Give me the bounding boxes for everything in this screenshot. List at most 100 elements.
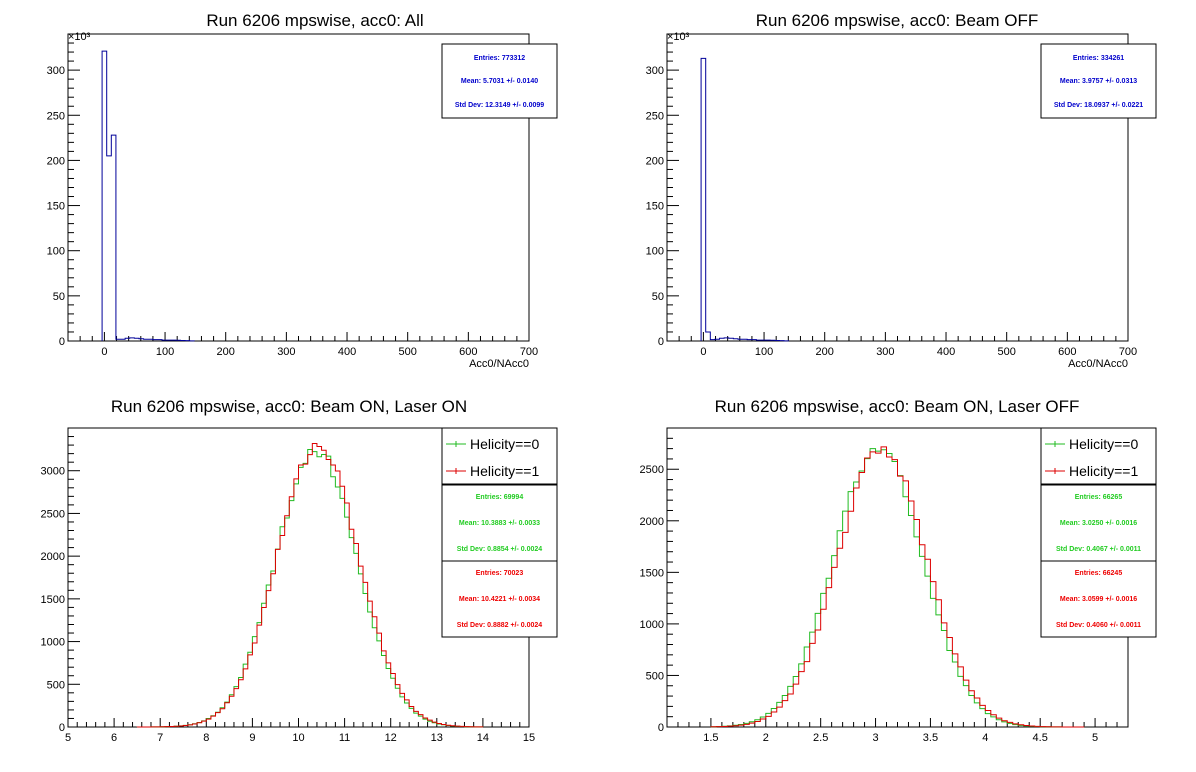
- y-tick-label: 150: [47, 201, 65, 213]
- x-axis-label: Acc0/NAcc0: [469, 358, 529, 370]
- y-tick-label: 300: [47, 65, 65, 77]
- chart-title: Run 6206 mpswise, acc0: Beam ON, Laser O…: [715, 397, 1080, 416]
- y-tick-label: 100: [47, 246, 65, 258]
- x-tick-label: 4.5: [1033, 732, 1048, 744]
- x-tick-label: 5: [65, 732, 71, 744]
- x-tick-label: 3: [872, 732, 878, 744]
- x-tick-label: 100: [755, 346, 773, 358]
- chart-title: Run 6206 mpswise, acc0: Beam OFF: [756, 11, 1039, 30]
- legend-box: [441, 427, 558, 485]
- y-tick-label: 1000: [41, 637, 65, 649]
- histogram-series-0: [101, 50, 195, 342]
- y-tick-label: 250: [47, 110, 65, 122]
- stats-mean: Mean: 10.3883 +/- 0.0033: [459, 520, 540, 527]
- x-tick-label: 6: [111, 732, 117, 744]
- x-tick-label: 12: [385, 732, 397, 744]
- histogram-series-0: [710, 448, 1085, 728]
- y-tick-label: 200: [646, 155, 664, 167]
- stats-box: [1040, 43, 1157, 119]
- chart-panel-1: Run 6206 mpswise, acc0: Beam OFF 0 100 200 3…: [646, 11, 1157, 370]
- stats-box: [1040, 560, 1157, 638]
- x-tick-label: 600: [1058, 346, 1076, 358]
- stats-std-dev: Std Dev: 0.4067 +/- 0.0011: [1056, 546, 1141, 553]
- x-tick-label: 11: [339, 732, 350, 744]
- stats-box: [1040, 484, 1157, 562]
- x-tick-label: 2: [763, 732, 769, 744]
- stats-std-dev: Std Dev: 0.4060 +/- 0.0011: [1056, 622, 1141, 629]
- stats-box: [441, 560, 558, 638]
- y-scale-label: ×10³: [68, 31, 91, 43]
- stats-entries: Entries: 66245: [1075, 570, 1123, 577]
- y-tick-label: 0: [59, 336, 65, 348]
- y-tick-label: 0: [658, 722, 664, 734]
- stats-entries: Entries: 70023: [476, 570, 524, 577]
- histogram-series-1: [136, 442, 484, 728]
- x-tick-label: 200: [816, 346, 834, 358]
- x-tick-label: 0: [101, 346, 107, 358]
- x-tick-label: 200: [217, 346, 235, 358]
- y-scale-label: ×10³: [667, 31, 690, 43]
- y-tick-label: 500: [646, 670, 664, 682]
- x-tick-label: 1.5: [703, 732, 718, 744]
- y-tick-label: 0: [658, 336, 664, 348]
- chart-title: Run 6206 mpswise, acc0: Beam ON, Laser O…: [111, 397, 467, 416]
- x-tick-label: 3.5: [923, 732, 938, 744]
- y-tick-label: 250: [646, 110, 664, 122]
- legend-box: [1040, 427, 1157, 485]
- legend-label: Helicity==0: [1069, 436, 1138, 452]
- x-tick-label: 400: [338, 346, 356, 358]
- y-tick-label: 1500: [640, 567, 664, 579]
- stats-entries: Entries: 69994: [476, 494, 524, 501]
- stats-std-dev: Std Dev: 18.0937 +/- 0.0221: [1054, 102, 1143, 109]
- histogram-series-0: [136, 448, 484, 728]
- x-tick-label: 0: [700, 346, 706, 358]
- chart-panel-0: Run 6206 mpswise, acc0: All 0 100 200 300 400…: [47, 11, 558, 370]
- legend-label: Helicity==1: [470, 463, 539, 479]
- stats-entries: Entries: 334261: [1073, 55, 1124, 62]
- x-tick-label: 500: [399, 346, 417, 358]
- legend-label: Helicity==0: [470, 436, 539, 452]
- y-tick-label: 50: [53, 291, 65, 303]
- y-tick-label: 50: [652, 291, 664, 303]
- y-tick-label: 2000: [640, 516, 664, 528]
- stats-entries: Entries: 773312: [474, 55, 525, 62]
- stats-std-dev: Std Dev: 0.8854 +/- 0.0024: [457, 546, 543, 553]
- x-axis-label: Acc0/NAcc0: [1068, 358, 1128, 370]
- stats-entries: Entries: 66265: [1075, 494, 1123, 501]
- x-tick-label: 8: [203, 732, 209, 744]
- y-tick-label: 2500: [41, 508, 65, 520]
- stats-mean: Mean: 3.9757 +/- 0.0313: [1060, 78, 1137, 85]
- x-tick-label: 5: [1092, 732, 1098, 744]
- x-tick-label: 7: [157, 732, 163, 744]
- x-tick-label: 700: [520, 346, 538, 358]
- x-tick-label: 13: [431, 732, 443, 744]
- x-tick-label: 10: [292, 732, 304, 744]
- y-tick-label: 150: [646, 201, 664, 213]
- x-tick-label: 700: [1119, 346, 1137, 358]
- y-tick-label: 200: [47, 155, 65, 167]
- y-tick-label: 1000: [640, 619, 664, 631]
- x-tick-label: 14: [477, 732, 489, 744]
- stats-mean: Mean: 5.7031 +/- 0.0140: [461, 78, 538, 85]
- x-tick-label: 300: [876, 346, 894, 358]
- chart-title: Run 6206 mpswise, acc0: All: [206, 11, 423, 30]
- x-tick-label: 400: [937, 346, 955, 358]
- histogram-series-0: [700, 57, 790, 342]
- x-tick-label: 2.5: [813, 732, 828, 744]
- legend-label: Helicity==1: [1069, 463, 1138, 479]
- y-tick-label: 300: [646, 65, 664, 77]
- x-tick-label: 600: [459, 346, 477, 358]
- stats-mean: Mean: 3.0250 +/- 0.0016: [1060, 520, 1137, 527]
- stats-mean: Mean: 10.4221 +/- 0.0034: [459, 596, 540, 603]
- stats-mean: Mean: 3.0599 +/- 0.0016: [1060, 596, 1137, 603]
- chart-panel-3: Run 6206 mpswise, acc0: Beam ON, Laser O…: [640, 397, 1157, 744]
- chart-panel-2: Run 6206 mpswise, acc0: Beam ON, Laser O…: [41, 397, 558, 744]
- x-tick-label: 100: [156, 346, 174, 358]
- histogram-series-1: [710, 446, 1085, 728]
- stats-box: [441, 43, 558, 119]
- y-tick-label: 500: [47, 679, 65, 691]
- x-tick-label: 4: [982, 732, 988, 744]
- x-tick-label: 9: [249, 732, 255, 744]
- stats-box: [441, 484, 558, 562]
